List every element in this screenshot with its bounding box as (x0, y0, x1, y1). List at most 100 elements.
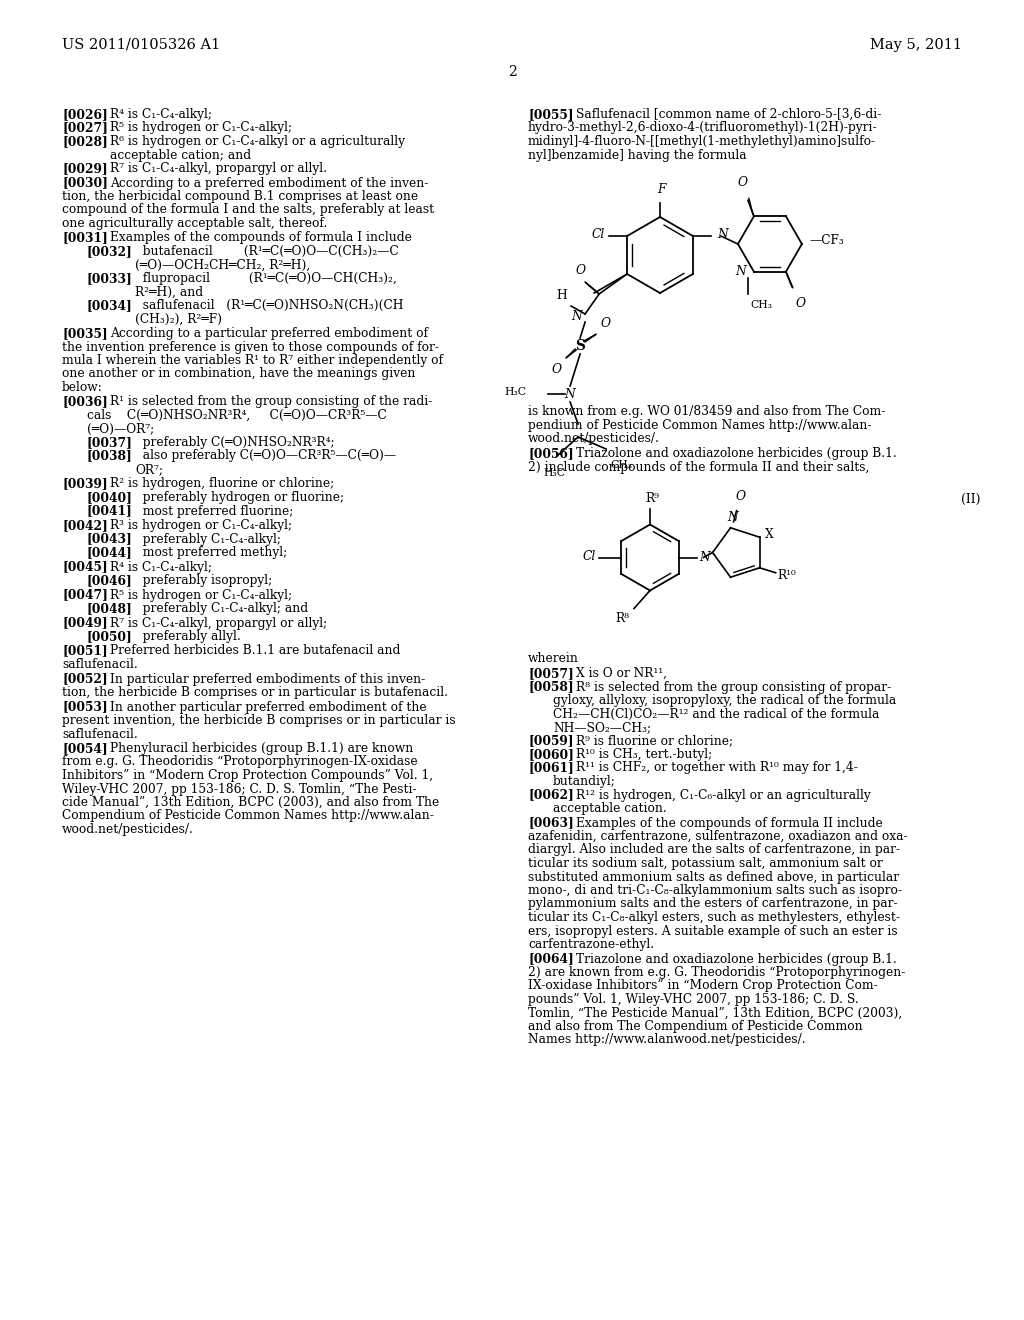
Text: R⁷ is C₁-C₄-alkyl, propargyl or allyl;: R⁷ is C₁-C₄-alkyl, propargyl or allyl; (110, 616, 328, 630)
Text: Preferred herbicides B.1.1 are butafenacil and: Preferred herbicides B.1.1 are butafenac… (110, 644, 400, 657)
Text: flupropacil          (R¹═C(═O)O—CH(CH₃)₂,: flupropacil (R¹═C(═O)O—CH(CH₃)₂, (135, 272, 397, 285)
Text: [0045]: [0045] (62, 561, 108, 573)
Text: In another particular preferred embodiment of the: In another particular preferred embodime… (110, 701, 427, 714)
Text: saflufenacil.: saflufenacil. (62, 727, 138, 741)
Text: —CF₃: —CF₃ (810, 235, 845, 248)
Text: N: N (564, 388, 575, 400)
Text: preferably C₁-C₄-alkyl;: preferably C₁-C₄-alkyl; (135, 532, 281, 545)
Text: tion, the herbicidal compound B.1 comprises at least one: tion, the herbicidal compound B.1 compri… (62, 190, 418, 203)
Text: [0030]: [0030] (62, 177, 108, 190)
Text: CH₃: CH₃ (610, 459, 632, 470)
Text: [0033]: [0033] (87, 272, 133, 285)
Text: pendium of Pesticide Common Names http://www.alan-: pendium of Pesticide Common Names http:/… (528, 418, 871, 432)
Text: R⁸: R⁸ (615, 612, 630, 626)
Text: preferably hydrogen or fluorine;: preferably hydrogen or fluorine; (135, 491, 344, 504)
Text: mono-, di and tri-C₁-C₈-alkylammonium salts such as isopro-: mono-, di and tri-C₁-C₈-alkylammonium sa… (528, 884, 902, 898)
Text: Triazolone and oxadiazolone herbicides (group B.1.: Triazolone and oxadiazolone herbicides (… (575, 447, 897, 461)
Text: [0041]: [0041] (87, 504, 133, 517)
Text: [0034]: [0034] (87, 300, 133, 312)
Text: [0062]: [0062] (528, 788, 573, 801)
Text: [0058]: [0058] (528, 681, 573, 693)
Text: preferably allyl.: preferably allyl. (135, 630, 241, 643)
Text: O: O (575, 264, 585, 277)
Text: [0056]: [0056] (528, 447, 573, 461)
Text: S: S (575, 339, 585, 352)
Text: butandiyl;: butandiyl; (553, 775, 615, 788)
Text: midinyl]-4-fluoro-N-[[methyl(1-methylethyl)amino]sulfo-: midinyl]-4-fluoro-N-[[methyl(1-methyleth… (528, 135, 877, 148)
Text: most preferred methyl;: most preferred methyl; (135, 546, 288, 558)
Text: 2) include compounds of the formula II and their salts,: 2) include compounds of the formula II a… (528, 461, 869, 474)
Text: [0043]: [0043] (87, 532, 133, 545)
Text: [0042]: [0042] (62, 519, 108, 532)
Text: Cl: Cl (592, 228, 605, 242)
Text: the invention preference is given to those compounds of for-: the invention preference is given to tho… (62, 341, 439, 354)
Text: [0037]: [0037] (87, 436, 133, 449)
Text: [0061]: [0061] (528, 762, 573, 775)
Text: Compendium of Pesticide Common Names http://www.alan-: Compendium of Pesticide Common Names htt… (62, 809, 434, 822)
Text: R²═H), and: R²═H), and (135, 285, 203, 298)
Text: [0055]: [0055] (528, 108, 573, 121)
Text: substituted ammonium salts as defined above, in particular: substituted ammonium salts as defined ab… (528, 870, 899, 883)
Text: pylammonium salts and the esters of carfentrazone, in par-: pylammonium salts and the esters of carf… (528, 898, 898, 911)
Text: X is O or NR¹¹,: X is O or NR¹¹, (575, 667, 667, 680)
Text: most preferred fluorine;: most preferred fluorine; (135, 504, 293, 517)
Text: cals    C(═O)NHSO₂NR³R⁴,     C(═O)O—CR³R⁵—C: cals C(═O)NHSO₂NR³R⁴, C(═O)O—CR³R⁵—C (87, 409, 387, 422)
Text: (═O)—OR⁷;: (═O)—OR⁷; (87, 422, 155, 436)
Text: [0032]: [0032] (87, 246, 133, 257)
Text: N: N (717, 227, 728, 240)
Text: [0050]: [0050] (87, 630, 133, 643)
Text: Examples of the compounds of formula II include: Examples of the compounds of formula II … (575, 817, 883, 829)
Text: gyloxy, allyloxy, isopropyloxy, the radical of the formula: gyloxy, allyloxy, isopropyloxy, the radi… (553, 694, 896, 708)
Text: H: H (556, 289, 567, 302)
Text: present invention, the herbicide B comprises or in particular is: present invention, the herbicide B compr… (62, 714, 456, 727)
Text: (CH₃)₂), R²═F): (CH₃)₂), R²═F) (135, 313, 222, 326)
Text: compound of the formula I and the salts, preferably at least: compound of the formula I and the salts,… (62, 203, 434, 216)
Text: [0039]: [0039] (62, 478, 108, 491)
Text: R⁴ is C₁-C₄-alkyl;: R⁴ is C₁-C₄-alkyl; (110, 561, 212, 573)
Text: 2) are known from e.g. G. Theodoridis “Protoporphyrinogen-: 2) are known from e.g. G. Theodoridis “P… (528, 966, 905, 979)
Text: R¹⁰: R¹⁰ (777, 569, 797, 582)
Text: (II): (II) (961, 492, 980, 506)
Text: R¹¹ is CHF₂, or together with R¹⁰ may for 1,4-: R¹¹ is CHF₂, or together with R¹⁰ may fo… (575, 762, 858, 775)
Text: IX-oxidase Inhibitors” in “Modern Crop Protection Com-: IX-oxidase Inhibitors” in “Modern Crop P… (528, 979, 878, 993)
Text: preferably C(═O)NHSO₂NR³R⁴;: preferably C(═O)NHSO₂NR³R⁴; (135, 436, 335, 449)
Text: O: O (551, 363, 561, 376)
Text: [0057]: [0057] (528, 667, 573, 680)
Text: O: O (735, 490, 745, 503)
Text: azafenidin, carfentrazone, sulfentrazone, oxadiazon and oxa-: azafenidin, carfentrazone, sulfentrazone… (528, 830, 907, 843)
Text: below:: below: (62, 381, 102, 393)
Text: H₃C: H₃C (543, 469, 565, 478)
Text: pounds” Vol. 1, Wiley-VHC 2007, pp 153-186; C. D. S.: pounds” Vol. 1, Wiley-VHC 2007, pp 153-1… (528, 993, 859, 1006)
Text: ers, isopropyl esters. A suitable example of such an ester is: ers, isopropyl esters. A suitable exampl… (528, 924, 898, 937)
Text: [0046]: [0046] (87, 574, 133, 587)
Text: NH—SO₂—CH₃;: NH—SO₂—CH₃; (553, 721, 651, 734)
Text: R¹² is hydrogen, C₁-C₆-alkyl or an agriculturally: R¹² is hydrogen, C₁-C₆-alkyl or an agric… (575, 788, 870, 801)
Text: and also from The Compendium of Pesticide Common: and also from The Compendium of Pesticid… (528, 1020, 862, 1034)
Text: ticular its sodium salt, potassium salt, ammonium salt or: ticular its sodium salt, potassium salt,… (528, 857, 883, 870)
Text: mula I wherein the variables R¹ to R⁷ either independently of: mula I wherein the variables R¹ to R⁷ ei… (62, 354, 443, 367)
Text: [0044]: [0044] (87, 546, 133, 558)
Text: [0047]: [0047] (62, 589, 108, 602)
Text: preferably isopropyl;: preferably isopropyl; (135, 574, 272, 587)
Text: Triazolone and oxadiazolone herbicides (group B.1.: Triazolone and oxadiazolone herbicides (… (575, 953, 897, 965)
Text: wood.net/pesticides/.: wood.net/pesticides/. (528, 432, 659, 445)
Text: R² is hydrogen, fluorine or chlorine;: R² is hydrogen, fluorine or chlorine; (110, 478, 334, 491)
Text: R⁷ is C₁-C₄-alkyl, propargyl or allyl.: R⁷ is C₁-C₄-alkyl, propargyl or allyl. (110, 162, 327, 176)
Text: (═O)—OCH₂CH═CH₂, R²═H),: (═O)—OCH₂CH═CH₂, R²═H), (135, 259, 310, 272)
Text: CH₂—CH(Cl)CO₂—R¹² and the radical of the formula: CH₂—CH(Cl)CO₂—R¹² and the radical of the… (553, 708, 880, 721)
Text: acceptable cation.: acceptable cation. (553, 803, 667, 814)
Text: butafenacil        (R¹═C(═O)O—C(CH₃)₂—C: butafenacil (R¹═C(═O)O—C(CH₃)₂—C (135, 246, 398, 257)
Text: [0052]: [0052] (62, 672, 108, 685)
Text: cide Manual”, 13th Edition, BCPC (2003), and also from The: cide Manual”, 13th Edition, BCPC (2003),… (62, 796, 439, 809)
Text: [0063]: [0063] (528, 817, 573, 829)
Text: saflufenacil   (R¹═C(═O)NHSO₂N(CH₃)(CH: saflufenacil (R¹═C(═O)NHSO₂N(CH₃)(CH (135, 300, 403, 312)
Text: from e.g. G. Theodoridis “Protoporphyrinogen-IX-oxidase: from e.g. G. Theodoridis “Protoporphyrin… (62, 755, 418, 768)
Text: OR⁷;: OR⁷; (135, 463, 163, 477)
Text: O: O (738, 177, 748, 189)
Text: R⁹: R⁹ (645, 491, 658, 504)
Text: US 2011/0105326 A1: US 2011/0105326 A1 (62, 38, 220, 51)
Text: [0031]: [0031] (62, 231, 108, 244)
Text: [0051]: [0051] (62, 644, 108, 657)
Text: wherein: wherein (528, 652, 579, 665)
Text: [0049]: [0049] (62, 616, 108, 630)
